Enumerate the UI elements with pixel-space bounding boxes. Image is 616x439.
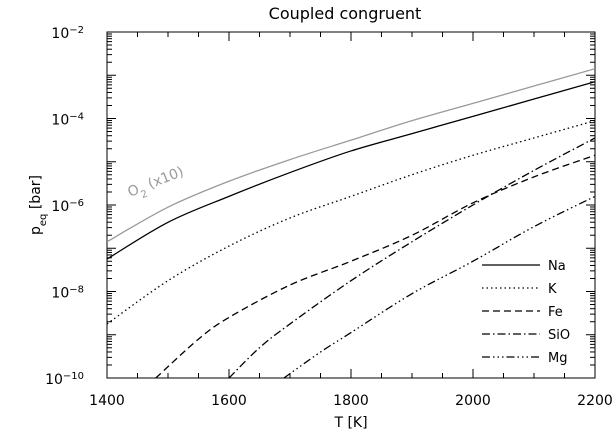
series-line-fe	[155, 154, 595, 378]
y-tick-label: 10−2	[51, 25, 84, 43]
y-tick-exponent: −6	[69, 198, 84, 209]
o2-annotation-subscript: 2	[139, 188, 149, 201]
x-tick-label: 1400	[89, 393, 125, 409]
y-axis-label-main: p	[28, 226, 44, 235]
y-tick-label: 10−4	[51, 111, 84, 129]
legend: Na K Fe SiO Mg	[482, 259, 570, 366]
x-axis-label: T [K]	[333, 415, 367, 431]
legend-label-k: K	[548, 282, 557, 297]
o2-annotation: O2 (x10)	[126, 164, 188, 205]
series-line-na	[107, 81, 595, 260]
y-tick-exponent: −10	[63, 371, 84, 382]
y-tick-label: 10−6	[51, 198, 84, 216]
legend-label-sio: SiO	[548, 328, 570, 343]
y-tick-label: 10−10	[45, 371, 84, 389]
o2-annotation-rest: (x10)	[142, 164, 186, 194]
y-tick-base: 10	[45, 372, 63, 388]
y-tick-base: 10	[51, 26, 69, 42]
x-tick-label: 2200	[577, 393, 613, 409]
series-line-sio	[228, 137, 595, 378]
chart-title: Coupled congruent	[269, 4, 422, 23]
series-layer	[107, 68, 595, 378]
y-tick-exponent: −8	[69, 284, 84, 295]
y-axis-label: peq [bar]	[28, 175, 49, 235]
legend-label-mg: Mg	[548, 351, 567, 366]
legend-label-na: Na	[548, 259, 566, 274]
y-tick-base: 10	[51, 113, 69, 129]
x-tick-label: 1600	[211, 393, 247, 409]
y-tick-base: 10	[51, 199, 69, 215]
x-tick-label: 1800	[333, 393, 369, 409]
y-tick-base: 10	[51, 286, 69, 302]
legend-label-fe: Fe	[548, 305, 563, 320]
x-tick-label: 2000	[455, 393, 491, 409]
plot-frame	[106, 31, 596, 379]
y-axis-label-subscript: eq	[38, 214, 49, 227]
x-axis-ticks: 1400 1600 1800 2000 2200	[89, 32, 613, 409]
series-line-o2-x10	[107, 68, 595, 243]
y-tick-label: 10−8	[51, 284, 84, 302]
series-line-mg	[283, 195, 595, 378]
y-tick-exponent: −4	[69, 111, 84, 122]
y-tick-exponent: −2	[69, 25, 84, 36]
y-axis-label-unit: [bar]	[28, 175, 44, 214]
